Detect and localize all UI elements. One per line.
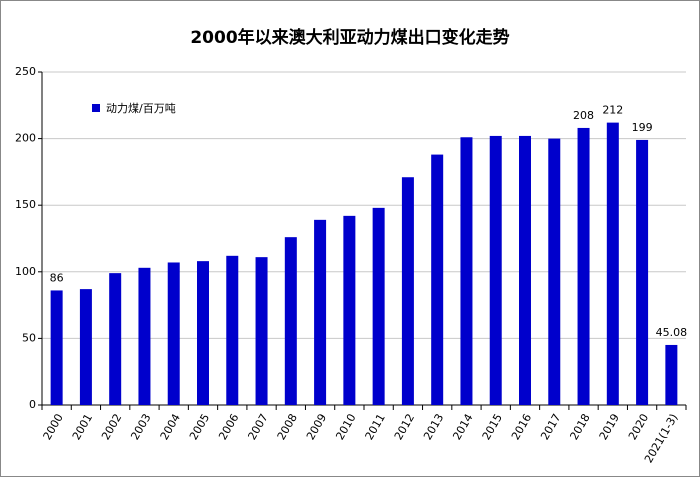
bar [665,344,678,405]
bar [314,219,327,405]
data-label: 212 [602,104,623,117]
bar [431,154,444,405]
bar [255,257,268,405]
bar [519,135,531,405]
bar [606,122,619,405]
bar [50,290,63,405]
y-tick-label: 200 [15,132,36,145]
legend-swatch [92,104,100,112]
bar [197,261,209,405]
bar [79,289,92,405]
bar [226,255,239,405]
bar [167,262,180,405]
bar [109,273,122,405]
bar [138,267,151,405]
legend-label: 动力煤/百万吨 [106,102,176,115]
bar [401,177,414,405]
y-tick-label: 150 [15,198,36,211]
data-label: 208 [573,109,594,122]
y-tick-label: 0 [29,398,36,411]
bar [548,138,561,405]
bar [372,207,385,405]
data-label: 86 [50,271,64,284]
data-label: 199 [632,121,653,134]
bar [577,127,590,405]
y-tick-label: 250 [15,65,36,78]
bar [636,139,649,405]
bar [343,215,356,405]
chart-title: 2000年以来澳大利亚动力煤出口变化走势 [190,27,509,48]
bar [460,137,473,405]
y-tick-label: 50 [22,331,36,344]
bar [284,237,297,405]
y-tick-label: 100 [15,265,36,278]
bar [489,135,502,405]
data-label: 45.08 [656,326,688,339]
